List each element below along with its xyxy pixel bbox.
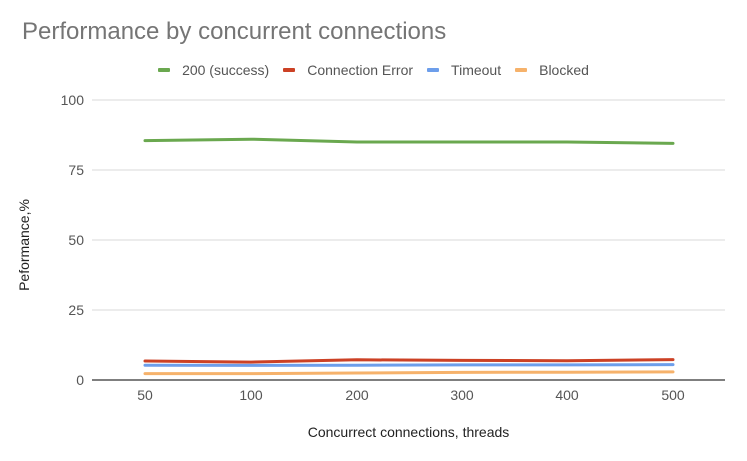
legend-item-blocked: Blocked: [515, 60, 589, 80]
legend-label-blocked: Blocked: [539, 62, 589, 78]
series-line-connection-error: [143, 358, 675, 364]
legend-label-connection-error: Connection Error: [307, 62, 414, 78]
x-tick-label-100: 100: [239, 387, 263, 403]
x-axis-label: Concurrect connections, threads: [307, 424, 510, 440]
x-tick-label-300: 300: [450, 387, 474, 403]
y-tick-label-100: 100: [61, 92, 85, 108]
y-tick-label-75: 75: [68, 162, 84, 178]
x-tick-label-500: 500: [661, 387, 685, 403]
x-tick-label-50: 50: [137, 387, 153, 403]
legend-swatch-timeout: [427, 68, 440, 72]
series-line-timeout: [143, 363, 675, 367]
series-line-blocked: [143, 370, 675, 376]
series-line-200-success: [143, 137, 675, 145]
x-tick-label-400: 400: [555, 387, 579, 403]
legend: 200 (success) Connection Error Timeout B…: [0, 60, 747, 80]
legend-swatch-blocked: [515, 68, 528, 72]
legend-item-connection-error: Connection Error: [283, 60, 413, 80]
legend-label-success: 200 (success): [182, 62, 270, 78]
y-tick-label-0: 0: [76, 372, 84, 388]
legend-label-timeout: Timeout: [451, 62, 502, 78]
x-tick-label-200: 200: [345, 387, 369, 403]
y-tick-label-50: 50: [68, 232, 84, 248]
chart-title: Performance by concurrent connections: [22, 18, 447, 45]
legend-swatch-connection-error: [283, 68, 296, 72]
legend-swatch-success: [158, 68, 171, 72]
legend-item-timeout: Timeout: [427, 60, 501, 80]
y-tick-label-25: 25: [68, 302, 84, 318]
legend-item-success: 200 (success): [158, 60, 269, 80]
